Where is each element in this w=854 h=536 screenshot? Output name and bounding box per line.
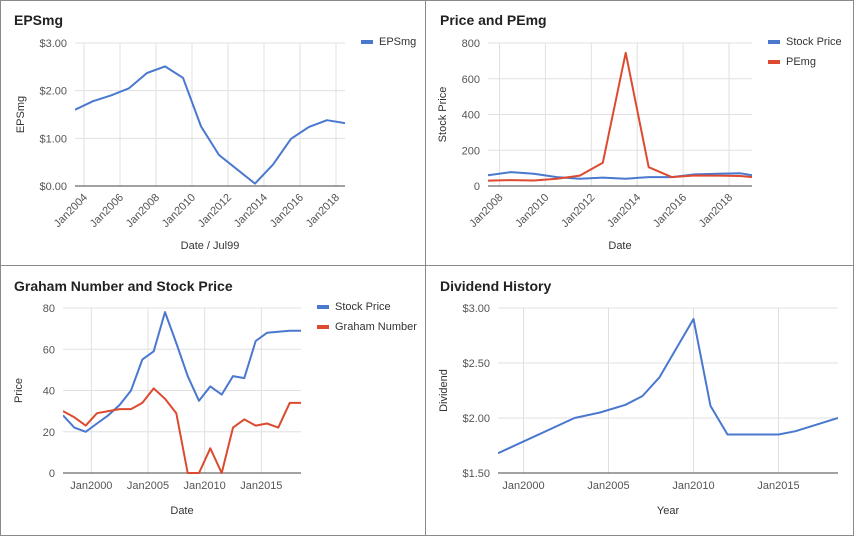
y-tick-label: 20 — [43, 427, 55, 439]
legend-swatch — [768, 40, 780, 44]
y-tick-label: 600 — [462, 74, 480, 86]
eps-chart-svg: $0.00 $1.00 $2.00 $3.00 Jan2004Jan2006Jan200… — [15, 36, 416, 252]
series-line-graham-number — [63, 387, 301, 474]
x-tick-label: Jan2014 — [605, 192, 643, 230]
x-tick-label: Jan2000 — [70, 480, 112, 492]
chart-title: EPSmg — [14, 12, 64, 28]
y-tick-label: $2.00 — [39, 86, 67, 98]
x-tick-label: Jan2015 — [757, 480, 799, 492]
x-tick-label: Jan2018 — [697, 192, 735, 230]
y-tick-label: $2.00 — [462, 413, 490, 425]
y-tick-label: $0.00 — [39, 181, 67, 193]
legend-swatch — [317, 305, 329, 309]
y-tick-label: 200 — [462, 145, 480, 157]
y-axis-title: Stock Price — [437, 87, 449, 143]
chart-title: Graham Number and Stock Price — [14, 278, 233, 294]
series-line-pemg — [488, 51, 752, 182]
x-tick-label: Jan2000 — [502, 480, 544, 492]
x-axis-title: Date / Jul99 — [181, 240, 240, 252]
x-tick-label: Jan2016 — [268, 192, 306, 230]
series-line-epsmg — [75, 65, 345, 185]
x-tick-label: Jan2005 — [587, 480, 629, 492]
legend-label: PEmg — [786, 56, 816, 68]
series-line-stock-price — [488, 171, 752, 180]
dividend-chart-panel: Dividend History $1.50 $2.00 $2.50 $3.00 Jan… — [426, 266, 854, 536]
graham-chart-svg: 0 20 40 60 80 Jan2000 Jan2005 Jan2010 Jan2015 Dat… — [13, 301, 417, 517]
y-axis-title: Price — [13, 378, 25, 403]
chart-title: Dividend History — [440, 278, 552, 294]
x-tick-label: Jan2012 — [559, 192, 597, 230]
x-tick-label: Jan2008 — [467, 192, 505, 230]
y-axis-title: EPSmg — [15, 96, 27, 133]
x-tick-label: Jan2016 — [651, 192, 689, 230]
y-tick-label: 40 — [43, 386, 55, 398]
series-line-stock-price — [63, 311, 301, 433]
y-tick-label: $1.50 — [462, 468, 490, 480]
y-tick-label: $3.00 — [39, 38, 67, 50]
legend-label: EPSmg — [379, 36, 416, 48]
y-tick-label: $2.50 — [462, 358, 490, 370]
x-tick-label: Jan2018 — [304, 192, 342, 230]
y-tick-label: 800 — [462, 38, 480, 50]
y-axis-title: Dividend — [438, 369, 450, 412]
price-pe-chart-panel: Price and PEmg 0 200 400 600 800 Jan2008 Jan20… — [426, 0, 854, 266]
y-tick-label: 80 — [43, 303, 55, 315]
y-tick-label: 0 — [49, 468, 55, 480]
x-tick-label: Jan2014 — [232, 192, 270, 230]
dividend-chart-svg: $1.50 $2.00 $2.50 $3.00 Jan2000 Jan2005 Jan201… — [438, 303, 838, 517]
eps-chart-panel: EPSmg $0.00 $1.00 $2.00 $3.00 Jan2004 Jan2006… — [0, 0, 426, 266]
x-tick-label: Jan2008 — [124, 192, 162, 230]
x-tick-label: Jan2010 — [672, 480, 714, 492]
y-tick-label: $3.00 — [462, 303, 490, 315]
series-line-dividend — [498, 318, 838, 455]
legend-label: Stock Price — [335, 301, 391, 313]
x-axis-title: Year — [657, 505, 680, 517]
y-tick-label: 0 — [474, 181, 480, 193]
y-tick-label: $1.00 — [39, 133, 67, 145]
legend-label: Graham Number — [335, 321, 417, 333]
x-tick-label: Jan2005 — [127, 480, 169, 492]
chart-title: Price and PEmg — [440, 12, 547, 28]
x-tick-label: Jan2012 — [196, 192, 234, 230]
x-tick-label: Jan2006 — [88, 192, 126, 230]
x-tick-label: Jan2004 — [52, 192, 90, 230]
legend-label: Stock Price — [786, 36, 842, 48]
y-tick-label: 60 — [43, 344, 55, 356]
legend-swatch — [317, 325, 329, 329]
x-tick-label: Jan2015 — [240, 480, 282, 492]
x-tick-label: Jan2010 — [184, 480, 226, 492]
y-tick-label: 400 — [462, 110, 480, 122]
x-axis-title: Date — [170, 505, 193, 517]
x-tick-label: Jan2010 — [513, 192, 551, 230]
x-axis-title: Date — [608, 240, 631, 252]
legend-swatch — [768, 60, 780, 64]
graham-chart-panel: Graham Number and Stock Price 0 20 40 60 80 J… — [0, 266, 426, 536]
x-tick-label: Jan2010 — [160, 192, 198, 230]
legend-swatch — [361, 40, 373, 44]
